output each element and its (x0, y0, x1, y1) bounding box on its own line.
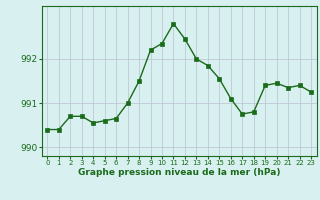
X-axis label: Graphe pression niveau de la mer (hPa): Graphe pression niveau de la mer (hPa) (78, 168, 280, 177)
